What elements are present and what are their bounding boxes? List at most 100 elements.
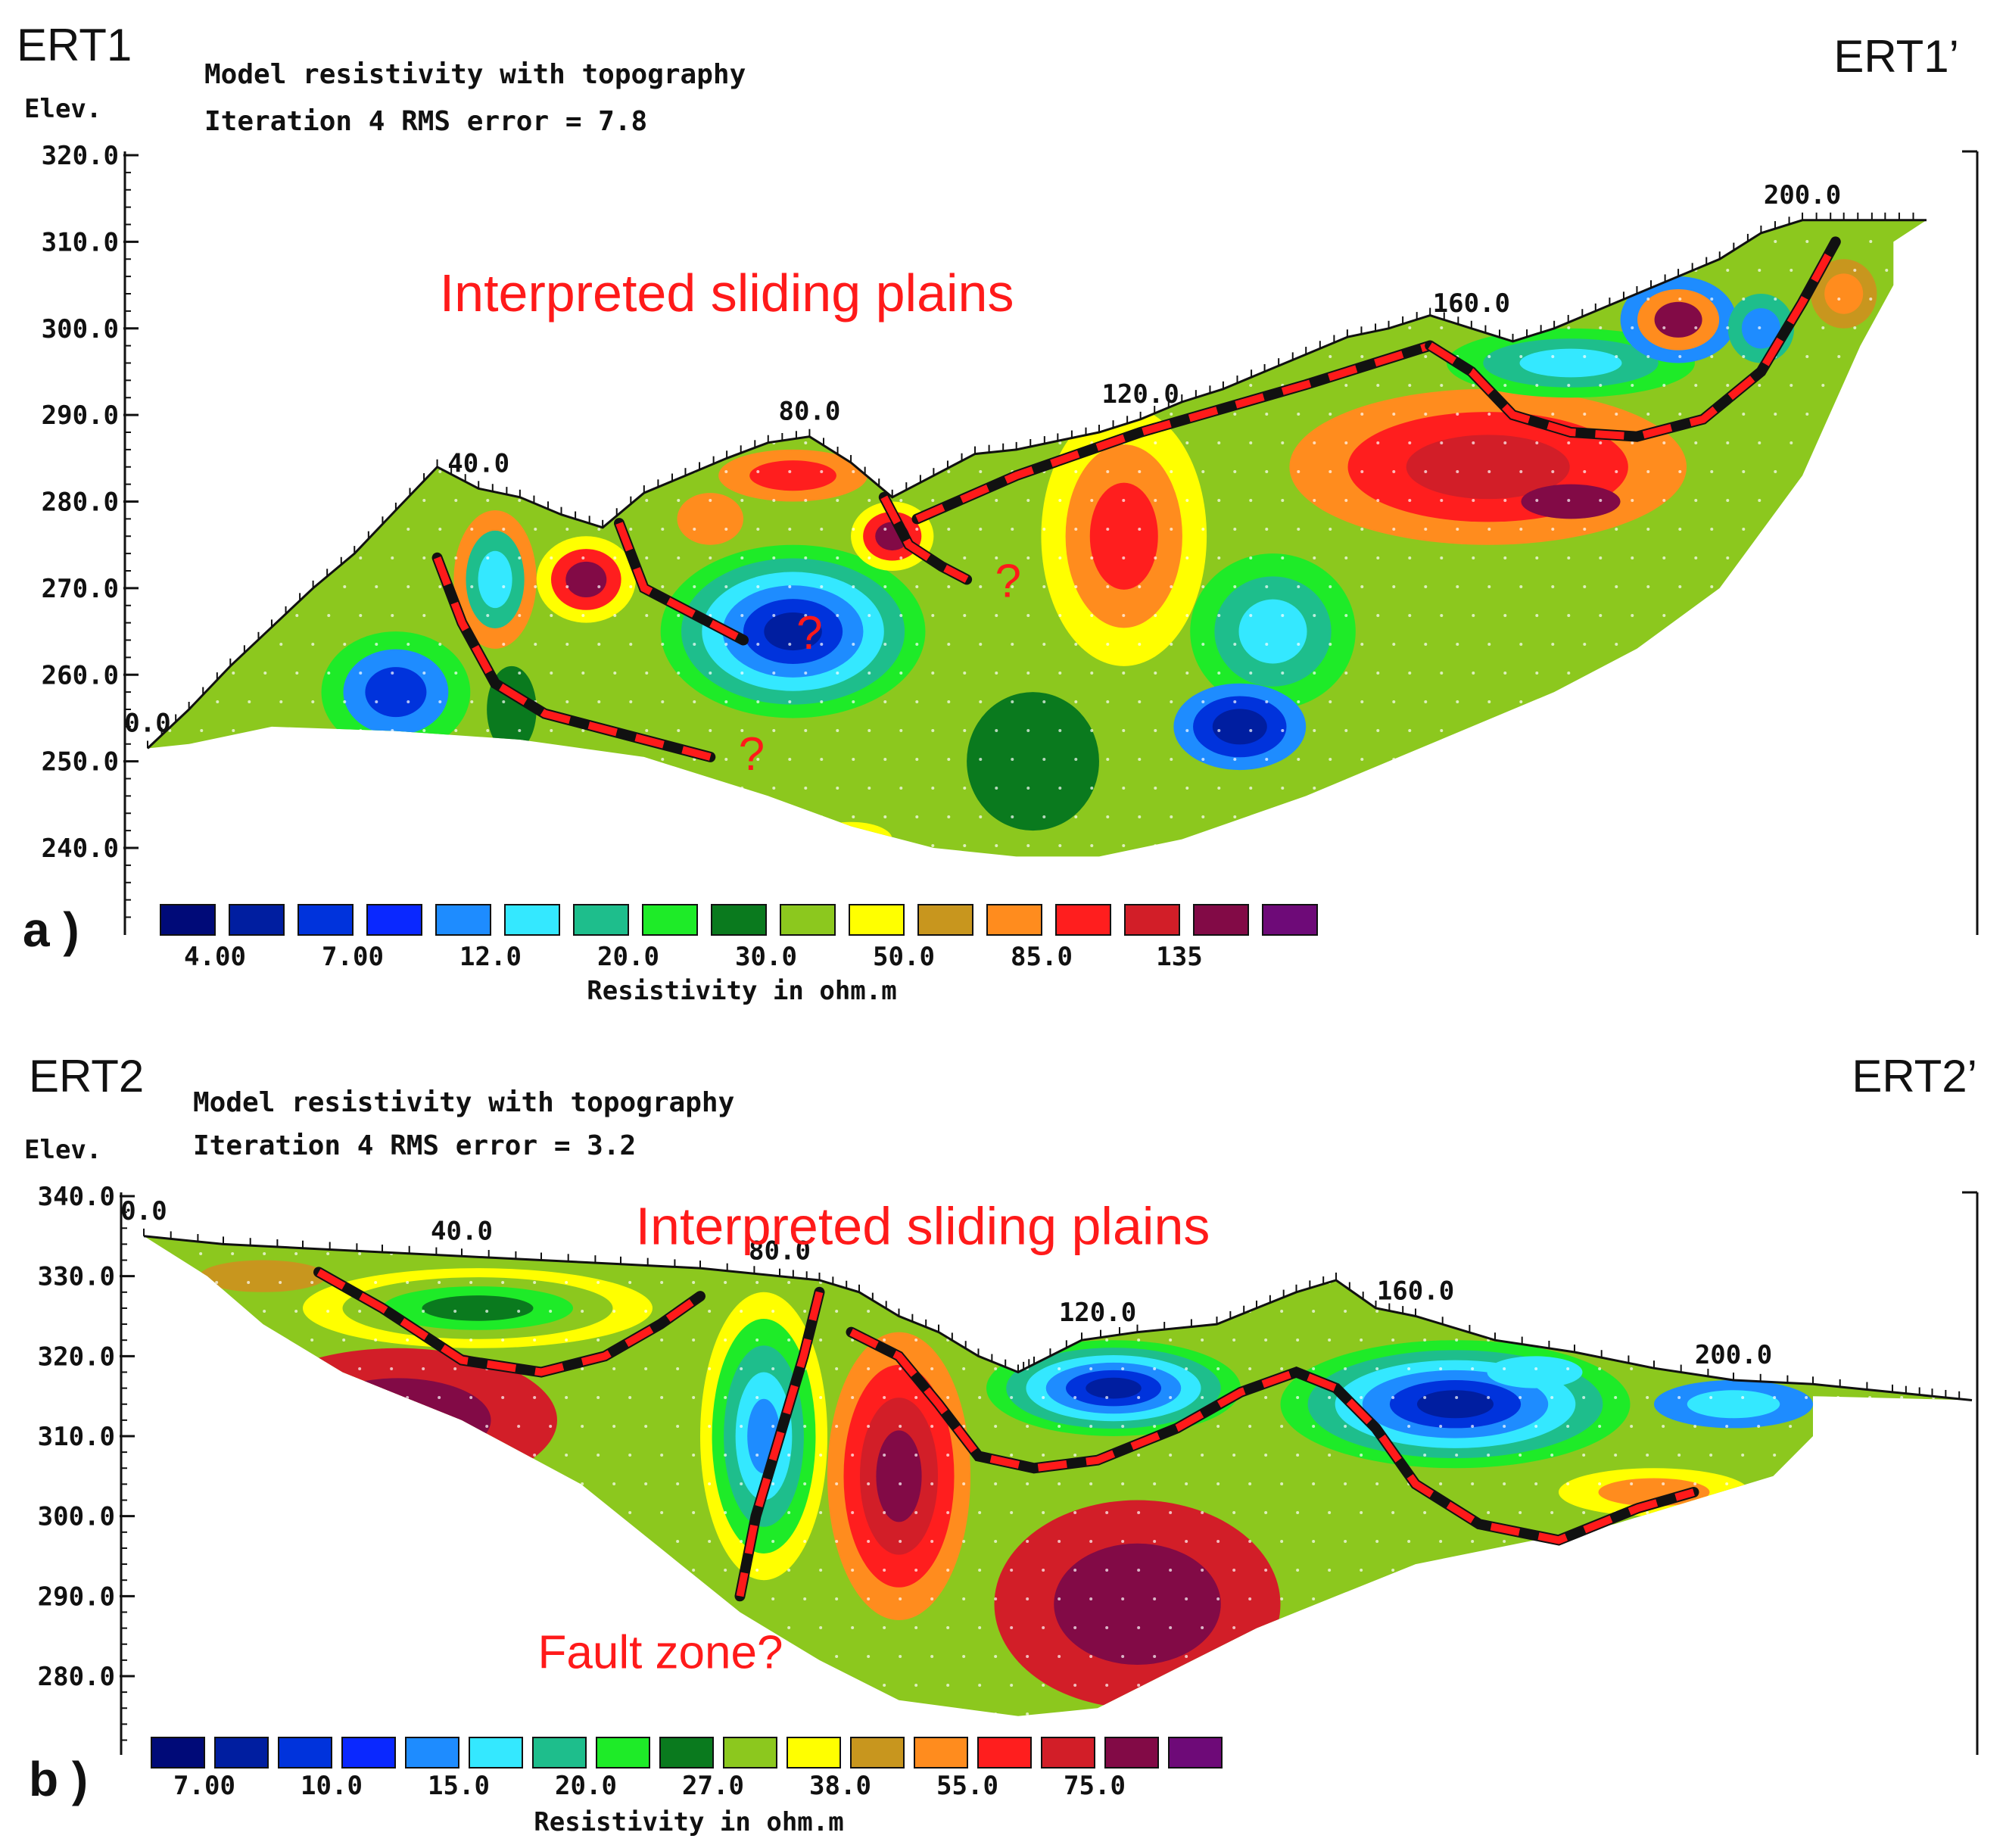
data-point-dot — [517, 1540, 521, 1543]
data-point-dot — [1424, 413, 1428, 416]
data-point-dot — [1169, 1684, 1173, 1687]
data-point-dot — [1774, 298, 1777, 301]
data-point-dot — [327, 154, 330, 157]
data-point-dot — [518, 614, 522, 617]
data-point-dot — [1344, 1482, 1347, 1485]
data-point-dot — [1439, 1252, 1443, 1255]
data-point-dot — [1980, 1597, 1983, 1600]
data-point-dot — [1329, 413, 1332, 416]
data-point-dot — [1901, 355, 1905, 358]
data-point-dot — [947, 355, 951, 358]
data-point-dot — [390, 1482, 394, 1485]
data-point-dot — [1026, 556, 1030, 559]
data-point-dot — [1852, 1597, 1856, 1600]
data-point-dot — [1662, 556, 1666, 559]
data-point-dot — [1868, 1338, 1872, 1342]
data-point-dot — [899, 1655, 902, 1658]
data-point-dot — [645, 614, 649, 617]
data-point-dot — [1535, 787, 1539, 790]
data-point-dot — [438, 873, 441, 876]
data-point-dot — [1519, 1223, 1522, 1226]
data-point-dot — [867, 1597, 871, 1600]
data-point-dot — [1248, 1425, 1252, 1428]
legend-label: 75.0 — [1064, 1771, 1126, 1801]
legend-swatch — [977, 1737, 1032, 1769]
data-point-dot — [1550, 1626, 1554, 1629]
data-point-dot — [1503, 499, 1507, 502]
data-point-dot — [899, 556, 903, 559]
data-point-dot — [1630, 1655, 1634, 1658]
data-point-dot — [1885, 614, 1889, 617]
data-point-dot — [1662, 1655, 1665, 1658]
data-point-dot — [565, 1396, 568, 1399]
x-tick-label: 80.0 — [749, 1236, 811, 1267]
data-point-dot — [1646, 470, 1650, 473]
data-point-dot — [995, 211, 998, 214]
data-point-dot — [1503, 154, 1506, 157]
data-point-dot — [342, 1338, 346, 1342]
data-point-dot — [1264, 1569, 1268, 1572]
data-point-dot — [1074, 815, 1078, 818]
y-tick-label: 240.0 — [42, 834, 119, 864]
data-point-dot — [836, 326, 839, 329]
data-point-dot — [326, 1425, 330, 1428]
data-point-dot — [597, 240, 601, 243]
data-point-dot — [1853, 499, 1857, 502]
data-point-dot — [693, 758, 696, 761]
data-point-dot — [327, 556, 331, 559]
data-point-dot — [518, 729, 522, 732]
data-point-dot — [168, 844, 172, 847]
data-point-dot — [1631, 844, 1634, 847]
data-point-dot — [1424, 758, 1428, 761]
data-point-dot — [1725, 1425, 1729, 1428]
data-point-dot — [1233, 585, 1237, 588]
y-tick-label: 270.0 — [42, 574, 119, 604]
data-point-dot — [1105, 1511, 1109, 1514]
data-point-dot — [310, 1454, 314, 1457]
data-point-dot — [724, 585, 728, 588]
data-point-dot — [406, 1569, 410, 1572]
data-point-dot — [1852, 1482, 1856, 1485]
data-point-dot — [1757, 1195, 1760, 1198]
data-point-dot — [279, 1223, 282, 1226]
data-point-dot — [1901, 700, 1905, 703]
data-point-dot — [1026, 326, 1030, 329]
data-point-dot — [469, 1511, 473, 1514]
data-point-dot — [1790, 844, 1793, 847]
data-point-dot — [1439, 1712, 1443, 1716]
data-point-dot — [216, 298, 220, 301]
data-point-dot — [517, 1712, 521, 1716]
data-point-dot — [1487, 1569, 1490, 1572]
data-point-dot — [422, 384, 426, 387]
data-point-dot — [518, 556, 522, 559]
data-point-dot — [1567, 729, 1571, 732]
data-point-dot — [740, 1540, 743, 1543]
data-point-dot — [1329, 585, 1332, 588]
data-point-dot — [1614, 1626, 1618, 1629]
data-point-dot — [1265, 528, 1269, 531]
data-point-dot — [1074, 700, 1078, 703]
data-point-dot — [183, 1569, 187, 1572]
data-point-dot — [1868, 1281, 1872, 1284]
data-point-dot — [454, 154, 457, 157]
x-tick-label: 120.0 — [1101, 379, 1179, 410]
data-point-dot — [724, 413, 728, 416]
data-point-dot — [453, 1482, 457, 1485]
data-point-dot — [326, 1252, 330, 1255]
data-point-dot — [1980, 1425, 1983, 1428]
data-point-dot — [819, 1338, 823, 1342]
data-point-dot — [216, 700, 220, 703]
data-point-dot — [1487, 1281, 1490, 1284]
data-point-dot — [533, 1569, 537, 1572]
data-point-dot — [1709, 1626, 1713, 1629]
data-point-dot — [1821, 1597, 1824, 1600]
data-point-dot — [422, 326, 426, 329]
data-point-dot — [1790, 729, 1793, 732]
data-point-dot — [597, 585, 601, 588]
data-point-dot — [883, 700, 887, 703]
data-point-dot — [343, 873, 346, 876]
data-point-dot — [1170, 298, 1173, 301]
data-point-dot — [1297, 240, 1300, 243]
data-point-dot — [1662, 499, 1666, 502]
data-point-dot — [549, 1712, 553, 1716]
